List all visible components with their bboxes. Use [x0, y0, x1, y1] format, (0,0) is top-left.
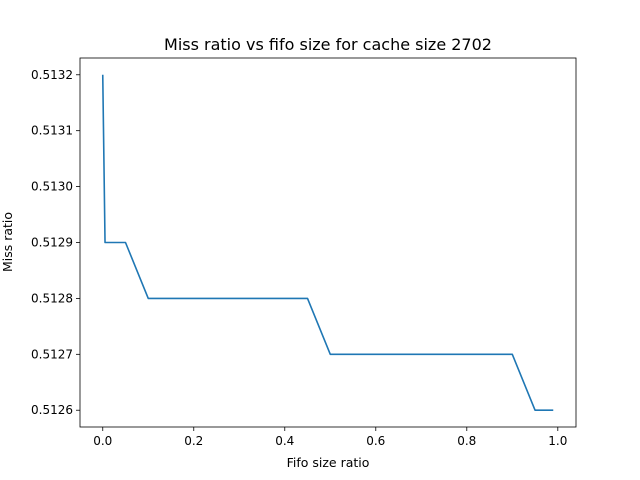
- x-tick-label: 0.0: [93, 434, 112, 448]
- y-axis-label: Miss ratio: [0, 212, 15, 272]
- y-tick-label: 0.5126: [31, 403, 73, 417]
- y-axis: 0.5126 0.5127 0.5128 0.5129 0.5130 0.5131 0.51…: [31, 68, 80, 417]
- x-tick-label: 0.6: [366, 434, 385, 448]
- x-axis-label: Fifo size ratio: [287, 455, 370, 470]
- x-axis: 0.0 0.2 0.4 0.6 0.8 1.0: [93, 427, 567, 448]
- y-tick-label: 0.5129: [31, 236, 73, 250]
- x-tick-label: 1.0: [548, 434, 567, 448]
- y-tick-label: 0.5127: [31, 347, 73, 361]
- plot-frame: [79, 57, 577, 428]
- chart-title: Miss ratio vs fifo size for cache size 2…: [164, 35, 492, 54]
- y-tick-label: 0.5128: [31, 291, 73, 305]
- series-layer: [101, 74, 554, 412]
- series-line: [101, 74, 554, 412]
- x-tick-label: 0.4: [275, 434, 294, 448]
- y-tick-label: 0.5131: [31, 124, 73, 138]
- y-tick-label: 0.5130: [31, 180, 73, 194]
- x-tick-label: 0.2: [184, 434, 203, 448]
- plot-area: [79, 57, 577, 428]
- y-tick-label: 0.5132: [31, 68, 73, 82]
- x-tick-label: 0.8: [457, 434, 476, 448]
